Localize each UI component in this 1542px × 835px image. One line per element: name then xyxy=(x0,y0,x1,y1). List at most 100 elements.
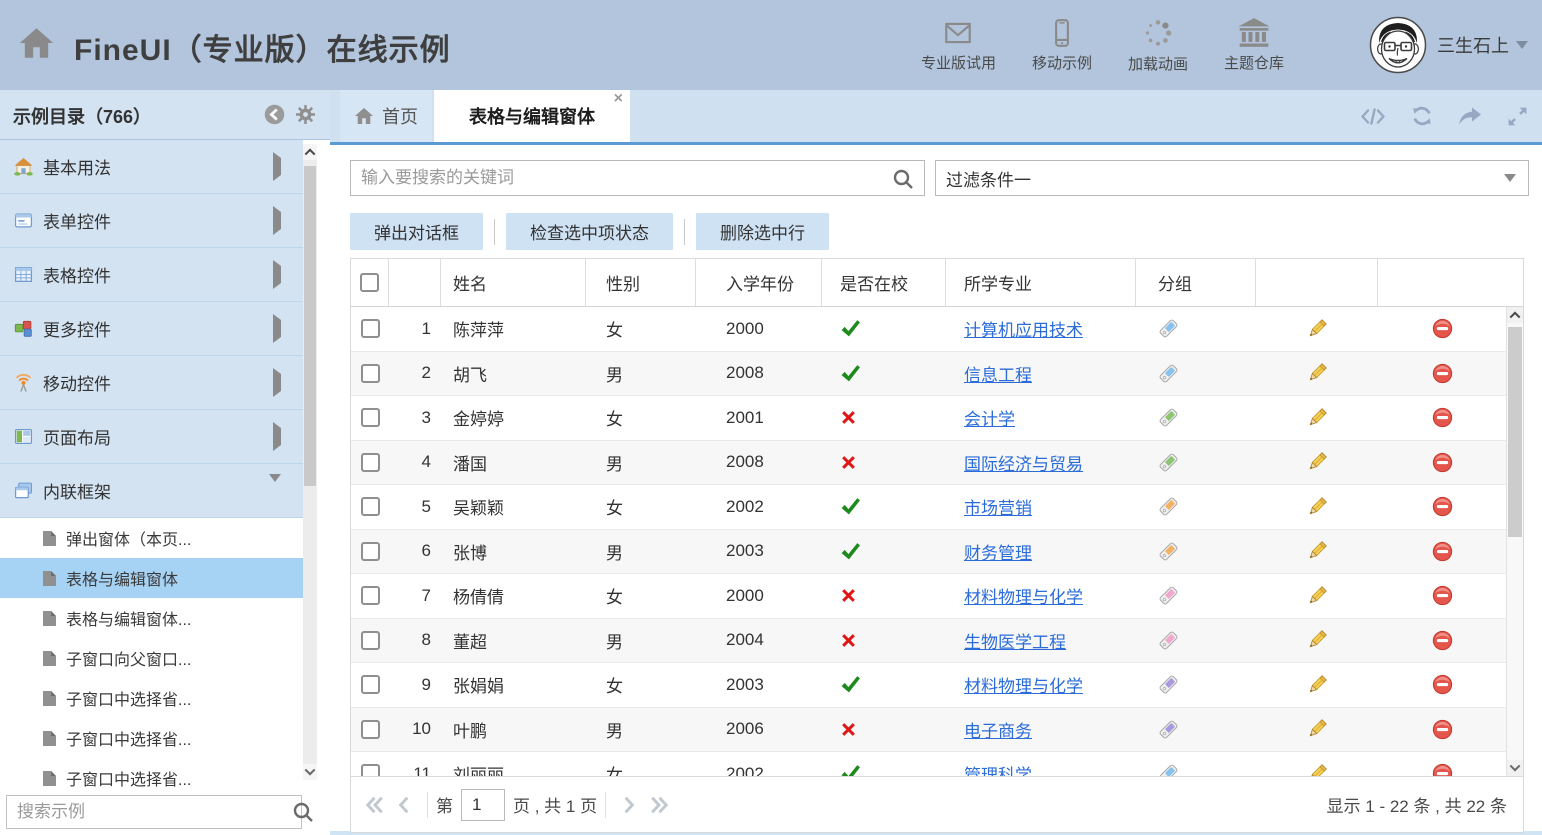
scrollbar-thumb[interactable] xyxy=(1508,327,1522,537)
pencil-icon[interactable] xyxy=(1306,674,1328,696)
row-checkbox[interactable] xyxy=(360,408,380,428)
sidebar-subitem[interactable]: 表格与编辑窗体... xyxy=(0,598,303,638)
user-menu[interactable]: 三生石上 xyxy=(1369,0,1528,90)
sidebar-subitem[interactable]: 子窗口中选择省... xyxy=(0,758,303,790)
scrollbar-thumb[interactable] xyxy=(304,166,316,486)
avatar[interactable] xyxy=(1369,16,1427,74)
sidebar-item[interactable]: 表单控件 xyxy=(0,194,303,248)
row-checkbox[interactable] xyxy=(360,719,380,739)
home-icon[interactable] xyxy=(18,26,55,60)
sidebar-subitem-label: 子窗口中选择省... xyxy=(66,692,192,709)
sidebar-subitem[interactable]: 子窗口中选择省... xyxy=(0,718,303,758)
delete-icon[interactable] xyxy=(1432,719,1453,740)
row-checkbox[interactable] xyxy=(360,764,380,776)
share-icon[interactable] xyxy=(1458,107,1482,126)
major-link[interactable]: 管理科学 xyxy=(964,766,1032,776)
prev-page-icon[interactable] xyxy=(389,796,419,814)
close-icon[interactable]: × xyxy=(613,90,623,107)
major-link[interactable]: 市场营销 xyxy=(964,499,1032,519)
sidebar-item[interactable]: 基本用法 xyxy=(0,140,303,194)
scroll-up-icon[interactable] xyxy=(1507,307,1523,323)
sidebar-item[interactable]: 内联框架 xyxy=(0,464,303,518)
header-action[interactable]: 专业版试用 xyxy=(921,17,996,73)
delete-icon[interactable] xyxy=(1432,452,1453,473)
delete-icon[interactable] xyxy=(1432,585,1453,606)
major-link[interactable]: 生物医学工程 xyxy=(964,632,1066,652)
pencil-icon[interactable] xyxy=(1306,407,1328,429)
row-checkbox[interactable] xyxy=(360,541,380,561)
delete-icon[interactable] xyxy=(1432,674,1453,695)
table-cell: 材料物理与化学 xyxy=(946,574,1136,618)
sidebar-subitem[interactable]: 弹出窗体（本页... xyxy=(0,518,303,558)
row-checkbox[interactable] xyxy=(360,452,380,472)
pencil-icon[interactable] xyxy=(1306,318,1328,340)
major-link[interactable]: 材料物理与化学 xyxy=(964,677,1083,697)
keyword-search-input[interactable] xyxy=(351,161,924,195)
major-link[interactable]: 电子商务 xyxy=(964,721,1032,741)
pencil-icon[interactable] xyxy=(1306,763,1328,776)
delete-icon[interactable] xyxy=(1432,541,1453,562)
major-link[interactable]: 材料物理与化学 xyxy=(964,588,1083,608)
refresh-icon[interactable] xyxy=(1411,105,1433,127)
sidebar-scrollbar[interactable] xyxy=(303,144,317,780)
sidebar-subitem[interactable]: 子窗口向父窗口... xyxy=(0,638,303,678)
filter-dropdown[interactable]: 过滤条件一 xyxy=(935,160,1529,196)
tab-home[interactable]: 首页 xyxy=(340,90,432,142)
major-link[interactable]: 会计学 xyxy=(964,410,1015,430)
sidebar-subitem[interactable]: 子窗口中选择省... xyxy=(0,678,303,718)
delete-icon[interactable] xyxy=(1432,496,1453,517)
last-page-icon[interactable] xyxy=(644,796,674,814)
action-button[interactable]: 弹出对话框 xyxy=(350,213,483,250)
pencil-icon[interactable] xyxy=(1306,629,1328,651)
grid-scrollbar[interactable] xyxy=(1506,307,1523,776)
header-action[interactable]: 主题仓库 xyxy=(1224,17,1284,73)
first-page-icon[interactable] xyxy=(359,796,389,814)
sidebar-item[interactable]: 页面布局 xyxy=(0,410,303,464)
pencil-icon[interactable] xyxy=(1306,496,1328,518)
data-grid: 姓名 性别 入学年份 是否在校 所学专业 分组 1 陈萍萍女 2000 计算机应用技术 2 胡飞男 2… xyxy=(350,258,1524,833)
expand-icon[interactable] xyxy=(1507,106,1528,127)
scroll-up-icon[interactable] xyxy=(303,144,317,160)
pencil-icon[interactable] xyxy=(1306,585,1328,607)
pencil-icon[interactable] xyxy=(1306,718,1328,740)
row-checkbox[interactable] xyxy=(360,497,380,517)
action-button[interactable]: 删除选中行 xyxy=(696,213,829,250)
delete-icon[interactable] xyxy=(1432,763,1453,776)
search-icon[interactable] xyxy=(892,168,914,190)
search-icon[interactable] xyxy=(292,801,314,823)
pencil-icon[interactable] xyxy=(1306,362,1328,384)
gear-icon[interactable] xyxy=(295,104,316,125)
action-button[interactable]: 检查选中项状态 xyxy=(506,213,673,250)
row-checkbox[interactable] xyxy=(360,319,380,339)
code-icon[interactable] xyxy=(1360,107,1386,126)
scroll-down-icon[interactable] xyxy=(303,764,317,780)
sidebar-item[interactable]: 表格控件 xyxy=(0,248,303,302)
page-number-input[interactable] xyxy=(461,788,505,821)
major-link[interactable]: 国际经济与贸易 xyxy=(964,454,1083,474)
major-link[interactable]: 信息工程 xyxy=(964,365,1032,385)
table-cell xyxy=(822,485,946,529)
tab-grid-edit-window[interactable]: 表格与编辑窗体 × xyxy=(434,90,630,142)
row-checkbox[interactable] xyxy=(360,675,380,695)
major-link[interactable]: 财务管理 xyxy=(964,543,1032,563)
row-checkbox[interactable] xyxy=(360,630,380,650)
delete-icon[interactable] xyxy=(1432,407,1453,428)
sidebar-item[interactable]: 移动控件 xyxy=(0,356,303,410)
next-page-icon[interactable] xyxy=(614,796,644,814)
sidebar-item[interactable]: 更多控件 xyxy=(0,302,303,356)
sidebar-subitem[interactable]: 表格与编辑窗体 xyxy=(0,558,303,598)
delete-icon[interactable] xyxy=(1432,318,1453,339)
delete-icon[interactable] xyxy=(1432,630,1453,651)
major-link[interactable]: 计算机应用技术 xyxy=(964,321,1083,341)
row-checkbox[interactable] xyxy=(360,586,380,606)
select-all-checkbox[interactable] xyxy=(360,273,379,292)
scroll-down-icon[interactable] xyxy=(1507,760,1523,776)
pencil-icon[interactable] xyxy=(1306,451,1328,473)
header-action[interactable]: 移动示例 xyxy=(1032,17,1092,73)
sidebar-search-input[interactable] xyxy=(6,795,302,829)
pencil-icon[interactable] xyxy=(1306,540,1328,562)
row-checkbox[interactable] xyxy=(360,363,380,383)
delete-icon[interactable] xyxy=(1432,363,1453,384)
header-action[interactable]: 加载动画 xyxy=(1128,16,1188,74)
collapse-sidebar-icon[interactable] xyxy=(264,104,285,125)
